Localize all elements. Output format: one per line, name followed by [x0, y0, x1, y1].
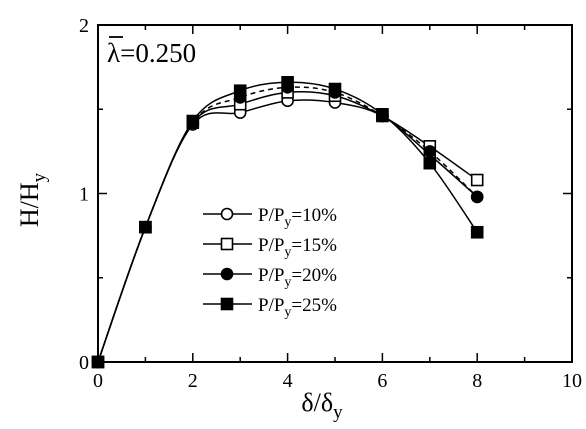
series-markers — [91, 75, 484, 369]
y-axis-label: H/Hy — [15, 172, 50, 227]
data-point — [328, 82, 342, 96]
data-point — [470, 190, 484, 204]
x-axis-label: δ/δy — [301, 388, 343, 423]
legend: P/Py=10% P/Py=15% P/Py=20% P/Py=25% — [203, 205, 337, 320]
lambda-annotation: λ=0.250 — [107, 38, 196, 68]
data-point — [186, 114, 200, 128]
data-point — [139, 220, 152, 234]
x-tick-label: 2 — [188, 370, 198, 392]
x-axis-label-main: δ/δ — [301, 388, 333, 417]
data-point — [423, 145, 437, 158]
data-point — [91, 355, 105, 369]
legend-item: P/Py=20% — [203, 265, 337, 290]
legend-marker — [220, 267, 234, 281]
legend-label: P/Py=10% — [258, 205, 337, 230]
legend-marker — [220, 237, 234, 251]
y-axis-label-main: H/H — [15, 182, 44, 227]
lambda-value: =0.250 — [120, 38, 196, 68]
data-point — [376, 108, 389, 121]
y-axis-label-sub: y — [29, 172, 50, 182]
legend-label: P/Py=25% — [258, 295, 337, 320]
y-tick-label: 1 — [79, 184, 89, 206]
x-tick-label: 4 — [283, 370, 293, 392]
data-point — [281, 75, 294, 89]
legend-item: P/Py=10% — [203, 205, 337, 230]
y-tick-label: 2 — [79, 15, 89, 37]
lambda-symbol: λ — [107, 38, 120, 68]
x-tick-label: 8 — [472, 370, 482, 392]
data-point — [233, 84, 247, 98]
legend-item: P/Py=25% — [203, 295, 337, 320]
data-point — [470, 173, 484, 187]
legend-marker — [220, 297, 234, 311]
axis-ticks: 0 2 4 6 8 10 0 1 2 — [79, 15, 582, 392]
legend-marker — [220, 207, 234, 221]
x-tick-label: 6 — [377, 370, 387, 392]
legend-label: P/Py=20% — [258, 265, 337, 290]
x-axis-label-sub: y — [333, 402, 343, 423]
data-point — [470, 225, 484, 239]
legend-item: P/Py=15% — [203, 235, 337, 260]
data-point — [423, 156, 437, 170]
y-tick-label: 0 — [79, 352, 89, 374]
legend-label: P/Py=15% — [258, 235, 337, 260]
x-tick-label: 10 — [562, 370, 582, 392]
x-tick-label: 0 — [93, 370, 103, 392]
